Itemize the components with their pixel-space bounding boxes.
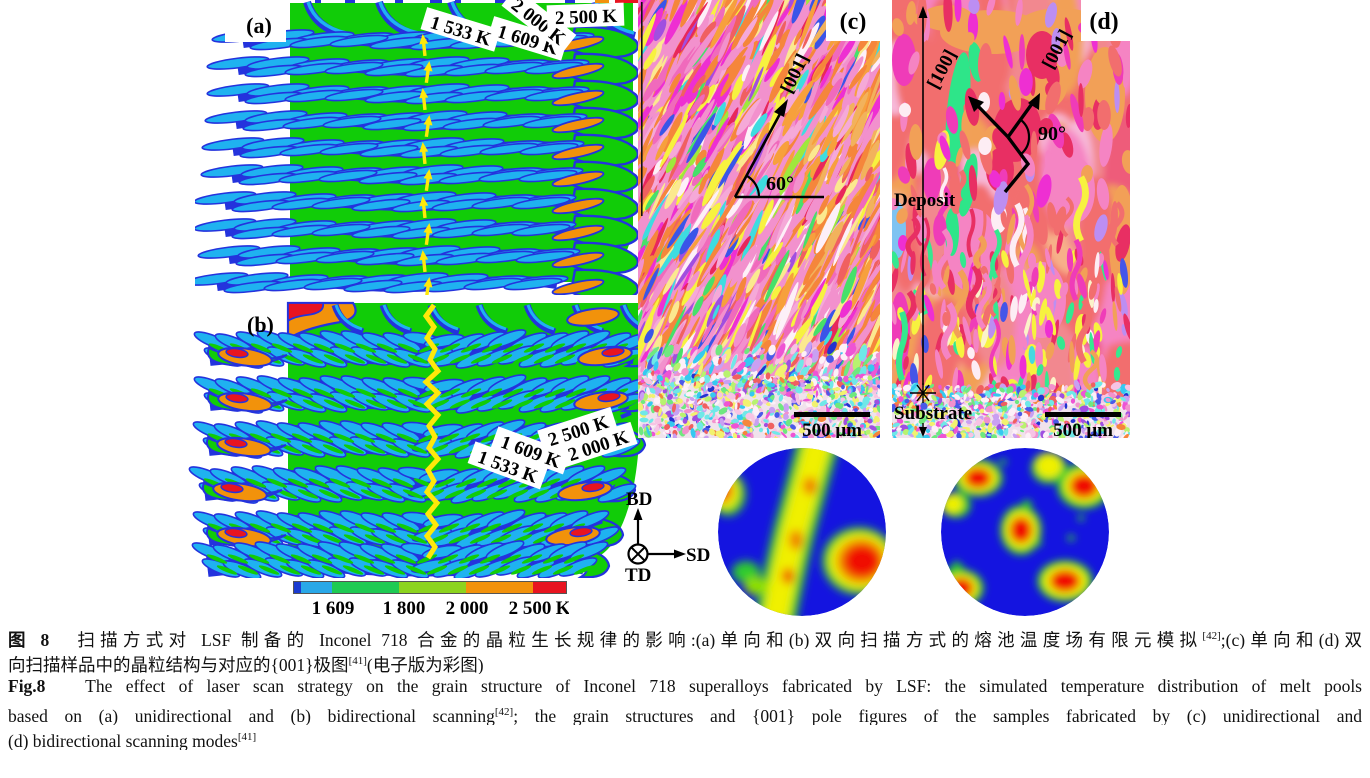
svg-text:90°: 90° [1038, 123, 1066, 145]
svg-text:Substrate: Substrate [894, 403, 972, 424]
svg-text:BD: BD [626, 489, 652, 510]
svg-text:(a): (a) [246, 13, 272, 38]
svg-text:2 500: 2 500 [509, 598, 552, 619]
svg-text:(d): (d) [1089, 9, 1118, 35]
svg-text:2 000: 2 000 [446, 598, 489, 619]
svg-text:500 μm: 500 μm [802, 420, 862, 438]
svg-text:500 μm: 500 μm [1053, 420, 1113, 438]
svg-text:1 609: 1 609 [312, 598, 355, 619]
svg-text:(b): (b) [247, 312, 274, 337]
svg-text:K: K [556, 598, 569, 619]
svg-text:2 500 K: 2 500 K [555, 6, 618, 29]
svg-text:Deposit: Deposit [894, 190, 956, 211]
svg-text:SD: SD [686, 545, 710, 566]
svg-text:60°: 60° [766, 173, 794, 195]
svg-text:(c): (c) [840, 9, 867, 35]
svg-text:1 800: 1 800 [383, 598, 426, 619]
svg-text:TD: TD [625, 565, 651, 586]
